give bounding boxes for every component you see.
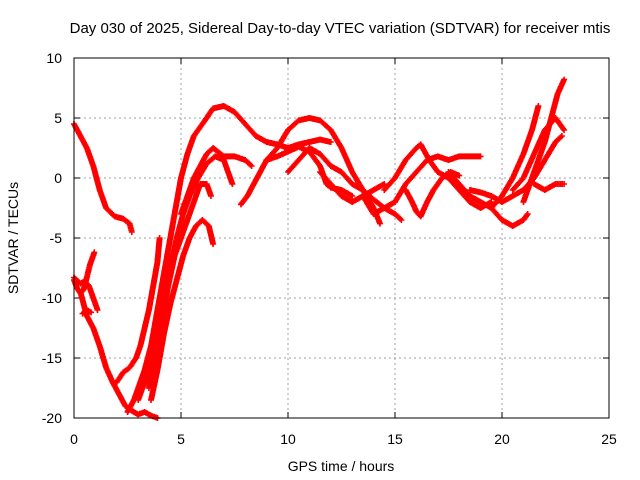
series-markers [237,115,383,227]
y-tick-label: -10 [42,290,62,306]
series-markers [359,153,484,217]
series-arc-9 [145,181,214,391]
series-markers [124,103,334,415]
series-arc-14 [285,145,405,223]
x-tick-label: 0 [70,431,78,447]
series-arc-5 [79,307,95,317]
grid-lines [74,58,609,418]
series-markers [113,235,163,385]
series-markers [488,103,542,211]
series-arc-11 [178,145,255,217]
y-tick-label: 10 [46,50,62,66]
y-tick-label: -15 [42,350,62,366]
series-markers [148,217,217,403]
series-markers [520,76,568,205]
x-tick-label: 5 [177,431,185,447]
series-arc-24 [531,181,568,193]
series-arc-16 [359,153,484,217]
series-markers [135,153,236,403]
series-markers [178,145,255,217]
series-markers [531,181,568,193]
y-tick-label: -5 [50,230,63,246]
y-tick-label: 0 [54,170,62,186]
series-markers [79,307,95,317]
series-arc-12 [237,115,383,227]
series-arc-23 [520,76,568,205]
x-tick-label: 20 [494,431,510,447]
series-markers [145,181,214,391]
series-arc-2 [71,249,98,297]
chart-title: Day 030 of 2025, Sidereal Day-to-day VTE… [70,20,611,37]
series-markers [71,249,98,297]
series-arc-21 [488,103,542,211]
series-markers [285,145,405,223]
series-arc-6 [113,235,163,385]
axis-ticks: 0 5 10 15 20 25 -20 -15 -10 -5 0 5 10 [42,50,617,447]
series-arc-7 [124,103,334,415]
y-tick-label: 5 [54,110,62,126]
series-markers [381,141,495,211]
x-tick-label: 15 [387,431,403,447]
series-arc-10 [148,217,217,403]
series-arc-8 [135,153,236,403]
x-tick-label: 25 [601,431,617,447]
data-series [71,76,568,421]
x-tick-label: 10 [280,431,296,447]
y-tick-label: -20 [42,410,62,426]
series-arc-17 [381,141,495,211]
x-axis-label: GPS time / hours [288,458,395,474]
y-axis-label: SDTVAR / TECUs [5,182,21,294]
plot-frame [73,57,610,419]
